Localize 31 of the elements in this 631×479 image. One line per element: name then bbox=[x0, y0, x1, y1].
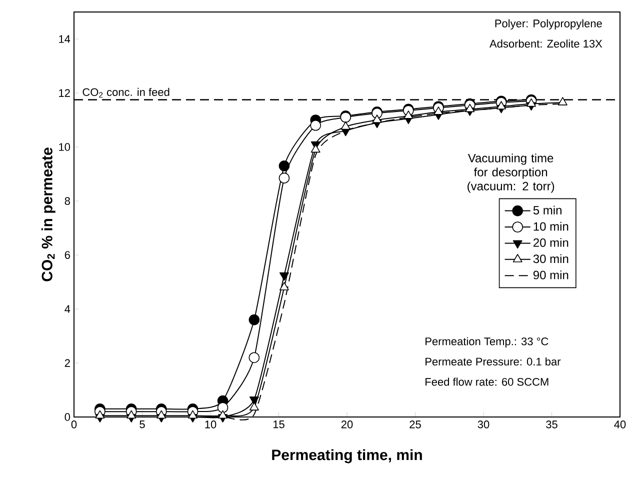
annotation: Feed flow rate: 60 SCCM bbox=[426, 378, 548, 386]
legend-label: 5 min bbox=[533, 206, 562, 215]
y-tick-label: 0 bbox=[64, 413, 70, 421]
x-tick-label: 30 bbox=[478, 420, 490, 428]
annotation: Permeate Pressure: 0.1 bar bbox=[426, 357, 561, 366]
x-tick-label: 10 bbox=[205, 420, 216, 428]
x-tick-label: 0 bbox=[71, 420, 77, 428]
y-tick-label: 14 bbox=[59, 35, 70, 43]
annotation: Permeation Temp.: 33 °C bbox=[426, 337, 548, 348]
y-tick-label: 10 bbox=[59, 143, 70, 151]
legend-title: Vacuuming time for desorption (vacuum: 2 torr) bbox=[468, 154, 554, 193]
y-tick-label: 12 bbox=[59, 89, 70, 97]
y-tick-label: 4 bbox=[64, 305, 70, 313]
x-tick-label: 20 bbox=[341, 420, 353, 428]
x-tick-label: 25 bbox=[410, 420, 421, 428]
ref-line-label: CO$_{2}$ conc. in feed bbox=[82, 88, 170, 98]
x-axis-title: Permeating time, min bbox=[272, 449, 422, 464]
y-tick-label: 2 bbox=[64, 359, 70, 367]
annotation: Adsorbent: Zeolite 13X bbox=[490, 40, 602, 48]
legend-label: 90 min bbox=[533, 270, 568, 280]
x-tick-label: 15 bbox=[273, 420, 284, 428]
x-tick-label: 40 bbox=[614, 420, 626, 428]
x-tick-label: 5 bbox=[140, 420, 145, 428]
x-tick-label: 35 bbox=[546, 420, 558, 428]
y-axis-title: CO$_{2}$ % in permeate bbox=[41, 148, 56, 282]
annotation: Polyer: Polypropylene bbox=[495, 19, 602, 30]
legend-label: 30 min bbox=[533, 254, 568, 264]
legend-label: 10 min bbox=[534, 222, 568, 231]
legend-label: 20 min bbox=[534, 238, 568, 247]
y-tick-label: 6 bbox=[64, 251, 70, 259]
y-tick-label: 8 bbox=[64, 197, 70, 205]
